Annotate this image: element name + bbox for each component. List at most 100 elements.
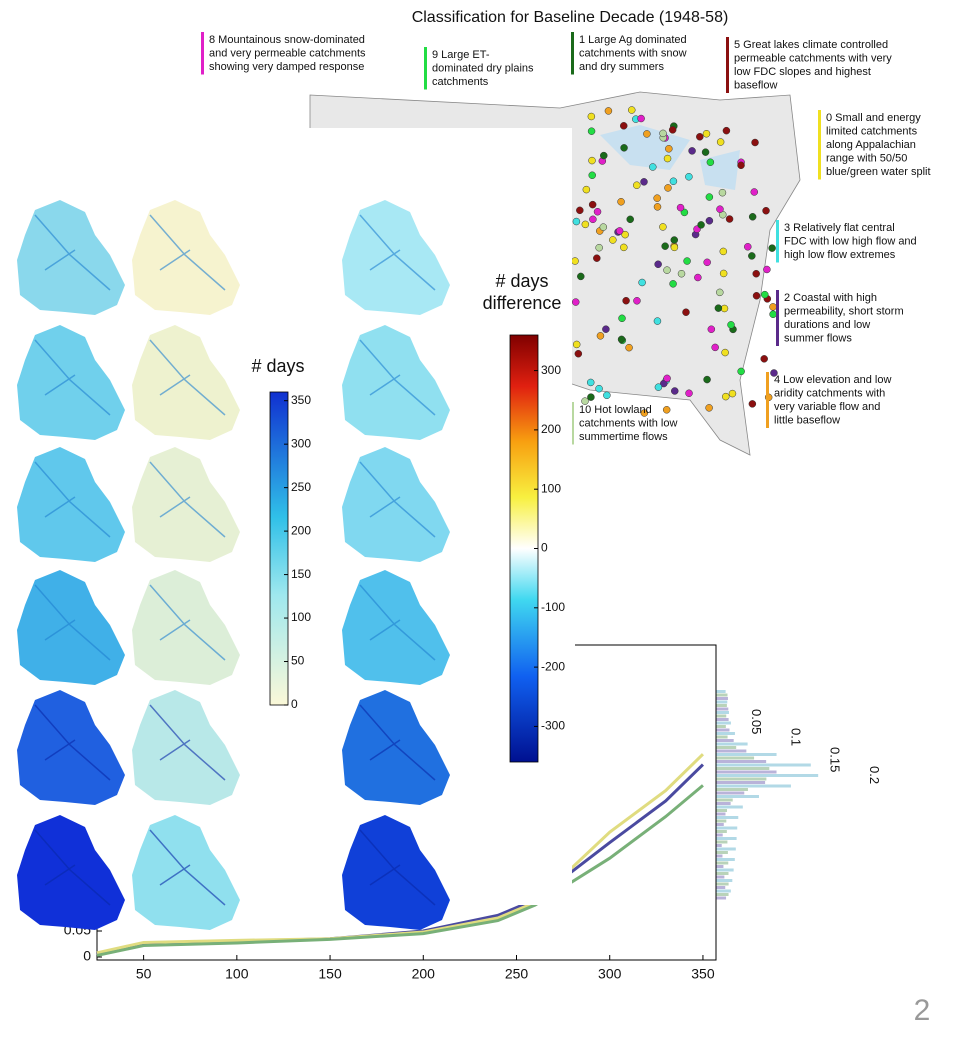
catchment-dot	[677, 204, 684, 211]
histogram-bar	[716, 788, 748, 791]
catchment-dot	[616, 227, 623, 234]
catchment-dot	[671, 387, 678, 394]
histogram-bar	[716, 830, 727, 833]
legend-text: 0 Small and energy	[826, 112, 921, 124]
catchment-dot	[594, 208, 601, 215]
catchment-dot	[761, 355, 768, 362]
catchment-dot	[633, 182, 640, 189]
catchment-dot	[628, 107, 635, 114]
histogram-tick-label: 0.05	[749, 709, 764, 734]
legend-swatch	[726, 37, 729, 93]
catchment-dot	[738, 162, 745, 169]
catchment-dot	[587, 379, 594, 386]
histogram-bar	[716, 750, 746, 753]
catchment-dot	[694, 274, 701, 281]
catchment-dot	[728, 321, 735, 328]
catchment-dot	[689, 147, 696, 154]
legend-swatch	[818, 110, 821, 180]
catchment-dot	[738, 368, 745, 375]
histogram-bar	[716, 690, 726, 693]
catchment-dot	[654, 203, 661, 210]
legend-text: catchments	[432, 76, 489, 88]
histogram-bar	[716, 697, 728, 700]
histogram-bar	[716, 883, 729, 886]
catchment-dot	[703, 130, 710, 137]
x-tick-label: 350	[691, 966, 715, 982]
legend-text: 5 Great lakes climate controlled	[734, 39, 888, 51]
legend-swatch	[571, 32, 574, 75]
catchment-dot	[664, 375, 671, 382]
histogram-bar	[716, 820, 726, 823]
catchment-dot	[704, 259, 711, 266]
catchment-dot	[600, 224, 607, 231]
histogram-bar	[716, 827, 737, 830]
catchment-dot	[749, 400, 756, 407]
catchment-dot	[664, 184, 671, 191]
colorbar-tick-label: 300	[291, 436, 311, 450]
histogram-bar	[716, 841, 727, 844]
colorbar	[510, 335, 538, 762]
colorbar-tick-label: 300	[541, 363, 561, 377]
catchment-dot	[744, 243, 751, 250]
legend-text: 9 Large ET-	[432, 49, 490, 61]
catchment-dot	[770, 311, 777, 318]
catchment-dot	[600, 152, 607, 159]
catchment-dot	[748, 252, 755, 259]
legend-text: durations and low	[784, 319, 870, 331]
legend-text: FDC with low high flow and	[784, 235, 917, 247]
catchment-dot	[706, 194, 713, 201]
catchment-dot	[655, 261, 662, 268]
catchment-dot	[576, 207, 583, 214]
catchment-dot	[638, 115, 645, 122]
catchment-dot	[706, 404, 713, 411]
histogram-bar	[716, 865, 723, 868]
catchment-dot	[665, 145, 672, 152]
x-tick-label: 300	[598, 966, 622, 982]
legend-text: range with 50/50	[826, 152, 907, 164]
catchment-dot	[769, 245, 776, 252]
histogram-bar	[716, 781, 765, 784]
legend-swatch	[424, 47, 427, 90]
colorbar-tick-label: 150	[291, 567, 311, 581]
histogram-bar	[716, 778, 766, 781]
colorbar-tick-label: -100	[541, 600, 565, 614]
catchment-dot	[664, 155, 671, 162]
catchment-dot	[577, 273, 584, 280]
histogram-bar	[716, 813, 725, 816]
catchment-dot	[619, 315, 626, 322]
catchment-dot	[719, 189, 726, 196]
histogram-bar	[716, 711, 729, 714]
colorbar-tick-label: 200	[291, 523, 311, 537]
catchment-dot	[582, 221, 589, 228]
colorbar-tick-label: 50	[291, 654, 305, 668]
legend-text: 2 Coastal with high	[784, 292, 877, 304]
catchment-dot	[720, 270, 727, 277]
x-tick-label: 100	[225, 966, 249, 982]
catchment-dot	[749, 213, 756, 220]
histogram-bar	[716, 869, 734, 872]
histogram-tick-label: 0.2	[867, 766, 882, 784]
legend-text: blue/green water split	[826, 166, 931, 178]
catchment-dot	[659, 223, 666, 230]
catchment-dot	[623, 297, 630, 304]
histogram-bar	[716, 844, 722, 847]
colorbar-tick-label: 0	[291, 697, 298, 711]
catchment-dot	[670, 178, 677, 185]
histogram-bar	[716, 862, 728, 865]
catchment-dot	[686, 390, 693, 397]
histogram-bar	[716, 876, 724, 879]
catchment-dot	[589, 201, 596, 208]
histogram-bar	[716, 753, 777, 756]
histogram-bar	[716, 774, 818, 777]
catchment-dot	[682, 309, 689, 316]
colorbar-tick-label: 0	[541, 541, 548, 555]
catchment-dot	[603, 392, 610, 399]
histogram-bar	[716, 771, 777, 774]
catchment-dot	[589, 216, 596, 223]
catchment-dot	[720, 248, 727, 255]
catchment-dot	[723, 127, 730, 134]
legend-text: high low flow extremes	[784, 249, 896, 261]
histogram-bar	[716, 746, 736, 749]
slide: 00.050.1050100150200250300350 0.050.10.1…	[0, 0, 971, 1038]
catchment-dot	[573, 218, 580, 225]
